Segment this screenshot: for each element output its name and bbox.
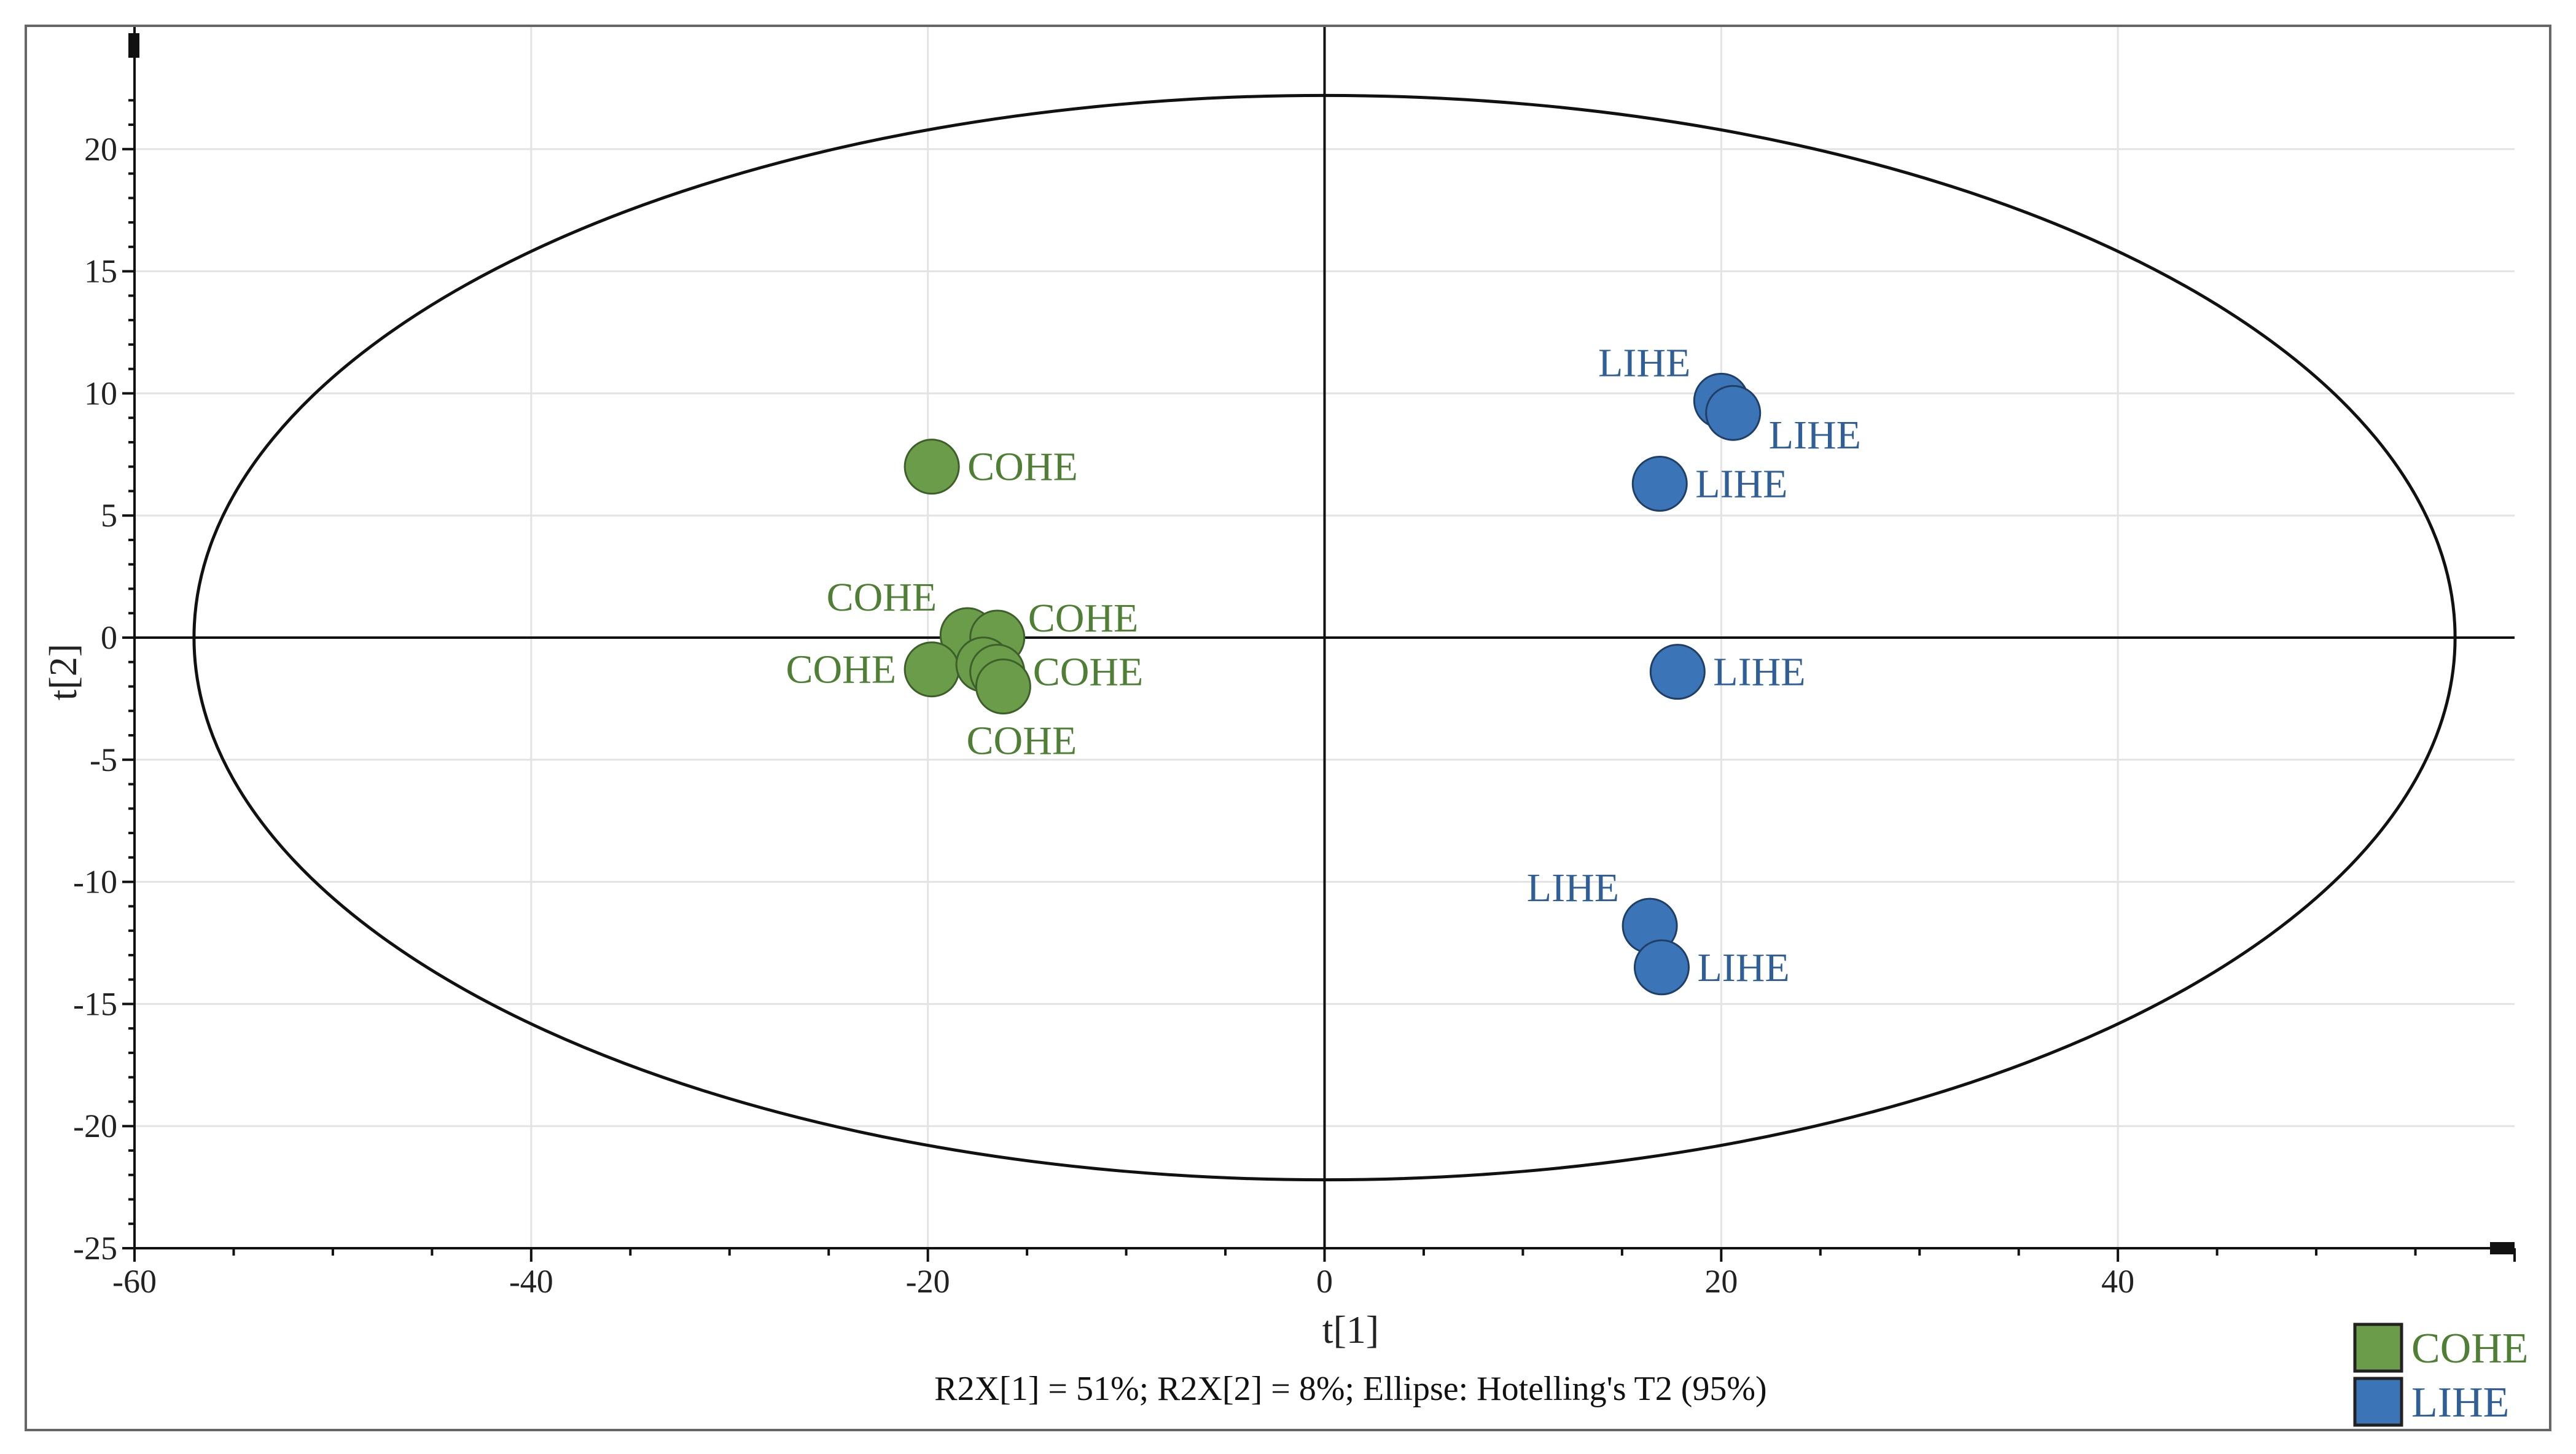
point-label-lihe: LIHE [1598, 340, 1690, 385]
x-tick-label: -40 [509, 1263, 553, 1300]
x-tick-label: 20 [1704, 1263, 1738, 1300]
data-point-cohe [975, 659, 1031, 715]
data-point-lihe [1705, 385, 1762, 441]
data-points [904, 372, 1762, 996]
point-label-lihe: LIHE [1769, 413, 1861, 458]
y-tick-label: 10 [84, 375, 117, 412]
point-label-cohe: COHE [786, 647, 896, 692]
axes [128, 27, 2515, 1254]
x-axis-end-marker [2490, 1242, 2515, 1254]
point-label-lihe: LIHE [1713, 650, 1805, 695]
tick-marks: -60 -40 -20 0 20 40 20 15 10 5 0 -5 -10 -15 -20 -25 [73, 99, 2516, 1300]
y-axis-title: t[2] [41, 644, 85, 700]
y-tick-label: -20 [73, 1108, 117, 1144]
point-label-lihe: LIHE [1697, 945, 1789, 990]
y-tick-label: 0 [101, 619, 117, 656]
y-tick-label: 20 [84, 131, 117, 168]
point-label-cohe: COHE [827, 575, 937, 620]
point-label-cohe: COHE [967, 719, 1077, 764]
point-label-cohe: COHE [967, 445, 1078, 490]
point-label-cohe: COHE [1033, 650, 1144, 695]
point-label-lihe: LIHE [1527, 866, 1619, 910]
hotelling-ellipse [192, 93, 2457, 1182]
x-tick-label: 0 [1316, 1263, 1333, 1300]
scatter-plot: -60 -40 -20 0 20 40 20 15 10 5 0 -5 -10 -15 -20 -25 COH… [41, 27, 2529, 1427]
point-label-lihe: LIHE [1695, 462, 1787, 507]
x-axis-title: t[1] [1322, 1308, 1379, 1351]
y-tick-label: -10 [73, 864, 117, 901]
legend-label-cohe: COHE [2411, 1325, 2529, 1372]
chart-frame: -60 -40 -20 0 20 40 20 15 10 5 0 -5 -10 -15 -20 -25 COH… [25, 25, 2551, 1431]
y-tick-label: -5 [90, 741, 117, 778]
y-tick-label: -15 [73, 985, 117, 1022]
y-tick-label: 15 [84, 253, 117, 290]
data-point-cohe [904, 439, 960, 495]
legend-swatch-lihe [2353, 1377, 2403, 1427]
x-tick-label: 40 [2101, 1263, 2134, 1300]
data-point-lihe [1649, 644, 1706, 700]
legend: COHE LIHE [2353, 1323, 2529, 1427]
hotelling-ellipse-layer [192, 93, 2457, 1182]
x-tick-label: -60 [112, 1263, 157, 1300]
point-label-cohe: COHE [1028, 596, 1139, 641]
data-point-cohe [904, 641, 960, 698]
y-tick-label: -25 [73, 1230, 117, 1267]
data-point-lihe [1633, 939, 1690, 996]
legend-label-lihe: LIHE [2411, 1379, 2509, 1426]
y-tick-label: 5 [101, 497, 117, 534]
x-tick-label: -20 [906, 1263, 950, 1300]
chart-footer: R2X[1] = 51%; R2X[2] = 8%; Ellipse: Hote… [934, 1370, 1766, 1408]
y-axis-end-marker [128, 33, 139, 58]
data-point-lihe [1631, 456, 1688, 512]
legend-swatch-cohe [2353, 1323, 2403, 1373]
